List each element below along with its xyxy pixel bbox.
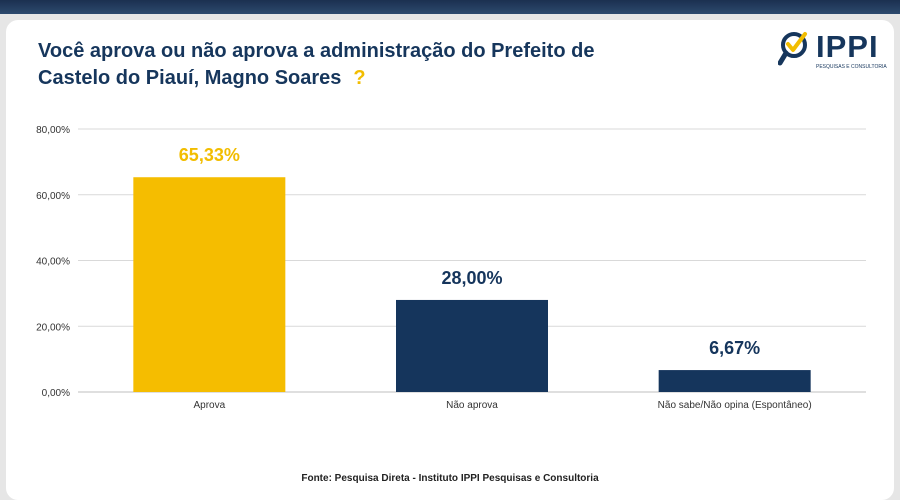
- title-line-1: Você aprova ou não aprova a administraçã…: [38, 40, 595, 62]
- x-tick-label: Aprova: [193, 400, 225, 411]
- y-tick-label: 60,00%: [36, 191, 70, 202]
- chart-title: Você aprova ou não aprova a administraçã…: [38, 38, 698, 92]
- y-tick-label: 0,00%: [42, 388, 70, 399]
- title-line-2: Castelo do Piauí, Magno Soares: [38, 67, 342, 89]
- title-question-mark: ?: [353, 67, 366, 89]
- data-label: 28,00%: [441, 268, 502, 288]
- bar: [396, 299, 548, 392]
- y-tick-label: 20,00%: [36, 322, 70, 333]
- y-tick-label: 40,00%: [36, 257, 70, 268]
- logo-tagline: PESQUISAS E CONSULTORIA: [816, 64, 887, 70]
- logo-text: IPPI: [816, 29, 879, 64]
- bar: [658, 370, 811, 392]
- x-tick-label: Não sabe/Não opina (Espontâneo): [658, 400, 812, 411]
- data-label: 65,33%: [179, 145, 240, 165]
- top-band: [0, 0, 900, 14]
- data-label: 6,67%: [709, 338, 760, 358]
- x-tick-label: Não aprova: [446, 400, 498, 411]
- magnifier-check-icon: [778, 32, 807, 66]
- source-note: Fonte: Pesquisa Direta - Instituto IPPI …: [301, 473, 599, 484]
- bar: [133, 177, 286, 392]
- ippi-logo: IPPI PESQUISAS E CONSULTORIA: [778, 28, 887, 74]
- y-tick-label: 80,00%: [36, 125, 70, 136]
